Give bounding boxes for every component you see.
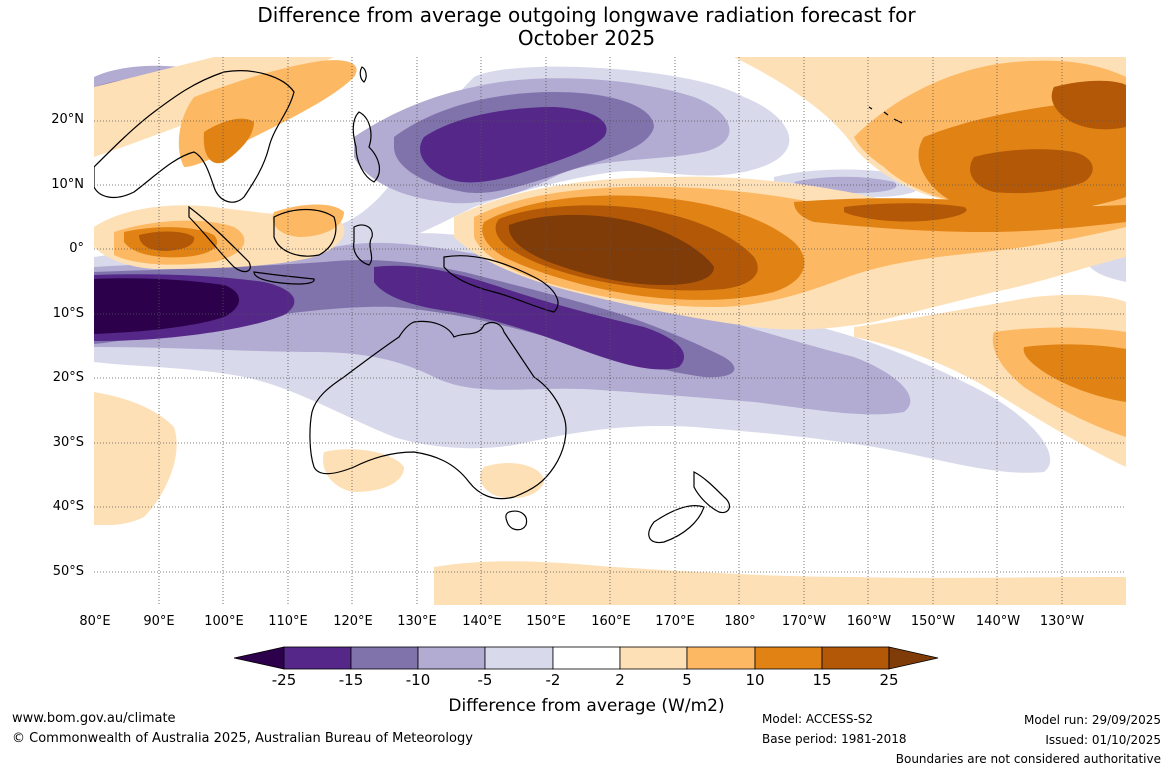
anomaly-contour-field <box>94 57 1126 605</box>
colorbar-tick: -2 <box>545 671 561 689</box>
new-zealand-north-coastline <box>693 471 731 514</box>
lat-label-0: 0° <box>69 241 84 256</box>
lat-label-40s: 40°S <box>52 499 84 514</box>
colorbar-tick: -25 <box>271 671 297 689</box>
colorbar-bin-6 <box>619 646 688 670</box>
anomaly-west-eq-p15 <box>139 231 195 251</box>
title-line-1: Difference from average outgoing longwav… <box>257 3 916 27</box>
lon-label-160e: 160°E <box>591 614 631 629</box>
java-coastline <box>253 271 315 285</box>
lon-label-130e: 130°E <box>397 614 437 629</box>
anomaly-east-p10 <box>1023 344 1126 402</box>
colorbar-tick: -10 <box>405 671 431 689</box>
anomaly-ne-p15 <box>970 149 1093 194</box>
tasmania-coastline <box>505 510 528 531</box>
lon-label-170e: 170°E <box>655 614 695 629</box>
new-guinea-coastline <box>443 255 559 313</box>
lon-label-130w: 130°W <box>1039 614 1085 629</box>
sulawesi-coastline <box>353 224 373 266</box>
colorbar-bin-3 <box>417 646 486 670</box>
lon-label-100e: 100°E <box>204 614 244 629</box>
lon-label-180: 180° <box>724 614 756 629</box>
coastlines <box>94 66 903 544</box>
lon-label-150e: 150°E <box>526 614 566 629</box>
colorbar-bin-1 <box>283 646 352 670</box>
anomaly-north-m25 <box>420 107 607 183</box>
lon-label-140e: 140°E <box>462 614 502 629</box>
lon-label-90e: 90°E <box>143 614 175 629</box>
colorbar-tick: -15 <box>338 671 364 689</box>
colorbar-tick: 15 <box>812 671 832 689</box>
anomaly-aus-p2 <box>323 449 404 492</box>
anomaly-eq-east-p15 <box>844 203 967 222</box>
colorbar-tick: 2 <box>615 671 625 689</box>
sumatra-coastline <box>188 205 251 273</box>
lon-label-110e: 110°E <box>268 614 308 629</box>
philippines-coastline <box>352 111 381 183</box>
colorbar-bin-0 <box>234 646 285 670</box>
lat-label-10n: 10°N <box>51 177 84 192</box>
colorbar-bin-2 <box>350 646 419 670</box>
title-line-2: October 2025 <box>517 26 656 50</box>
website-link[interactable]: www.bom.gov.au/climate <box>12 711 176 726</box>
colorbar-bin-4 <box>484 646 554 670</box>
colorbar <box>234 646 939 670</box>
model-run-date: Model run: 29/09/2025 <box>1023 713 1161 727</box>
colorbar-tick: 5 <box>682 671 692 689</box>
base-period: Base period: 1981-2018 <box>762 732 907 746</box>
map-title: Difference from average outgoing longwav… <box>0 4 1173 50</box>
taiwan-coastline <box>359 66 367 83</box>
colorbar-bin-5 <box>552 646 621 670</box>
lat-label-20s: 20°S <box>52 370 84 385</box>
lat-label-10s: 10°S <box>52 306 84 321</box>
anomaly-ne2-p15 <box>1051 80 1126 130</box>
anomaly-core-above-p25 <box>508 214 714 285</box>
new-zealand-south-coastline <box>648 505 705 544</box>
colorbar-tick: 10 <box>745 671 765 689</box>
anomaly-core-below-m25 <box>94 278 239 334</box>
issued-date: Issued: 01/10/2025 <box>1045 733 1161 747</box>
anomaly-aus2-p2 <box>480 462 544 499</box>
anomaly-sw-land-p2 <box>94 392 177 526</box>
colorbar-bin-9 <box>821 646 890 670</box>
colorbar-tick: 25 <box>879 671 899 689</box>
forecast-map <box>94 57 1126 605</box>
colorbar-bin-10 <box>888 646 939 670</box>
anomaly-core-m25-east <box>374 265 685 370</box>
colorbar-bin-7 <box>686 646 756 670</box>
lon-label-170w: 170°W <box>781 614 827 629</box>
se-asia-coastline <box>94 70 295 203</box>
lon-label-140w: 140°W <box>975 614 1021 629</box>
lon-label-120e: 120°E <box>333 614 373 629</box>
colorbar-label: Difference from average (W/m2) <box>448 696 725 716</box>
lat-label-20n: 20°N <box>51 112 84 127</box>
lon-label-80e: 80°E <box>79 614 111 629</box>
lat-label-50s: 50°S <box>52 564 84 579</box>
colorbar-bin-8 <box>754 646 823 670</box>
lon-label-160w: 160°W <box>846 614 892 629</box>
graticule <box>94 57 1126 605</box>
boundary-disclaimer: Boundaries are not considered authoritat… <box>895 752 1161 766</box>
copyright-text: © Commonwealth of Australia 2025, Austra… <box>12 731 473 746</box>
australia-coastline <box>309 320 567 500</box>
model-name: Model: ACCESS-S2 <box>762 712 874 726</box>
lat-label-30s: 30°S <box>52 435 84 450</box>
colorbar-tick: -5 <box>477 671 493 689</box>
lon-label-150w: 150°W <box>910 614 956 629</box>
borneo-coastline <box>273 208 337 257</box>
anomaly-nw-p10 <box>203 118 254 164</box>
